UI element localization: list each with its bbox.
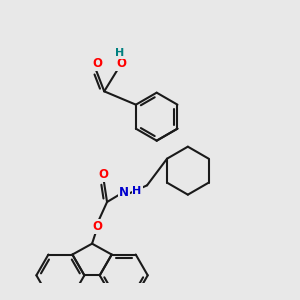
Text: O: O <box>93 220 103 233</box>
Text: H: H <box>132 186 142 196</box>
Text: H: H <box>115 48 124 58</box>
Text: O: O <box>92 57 102 70</box>
Text: N: N <box>119 185 129 199</box>
Text: O: O <box>116 57 126 70</box>
Text: O: O <box>98 168 108 181</box>
